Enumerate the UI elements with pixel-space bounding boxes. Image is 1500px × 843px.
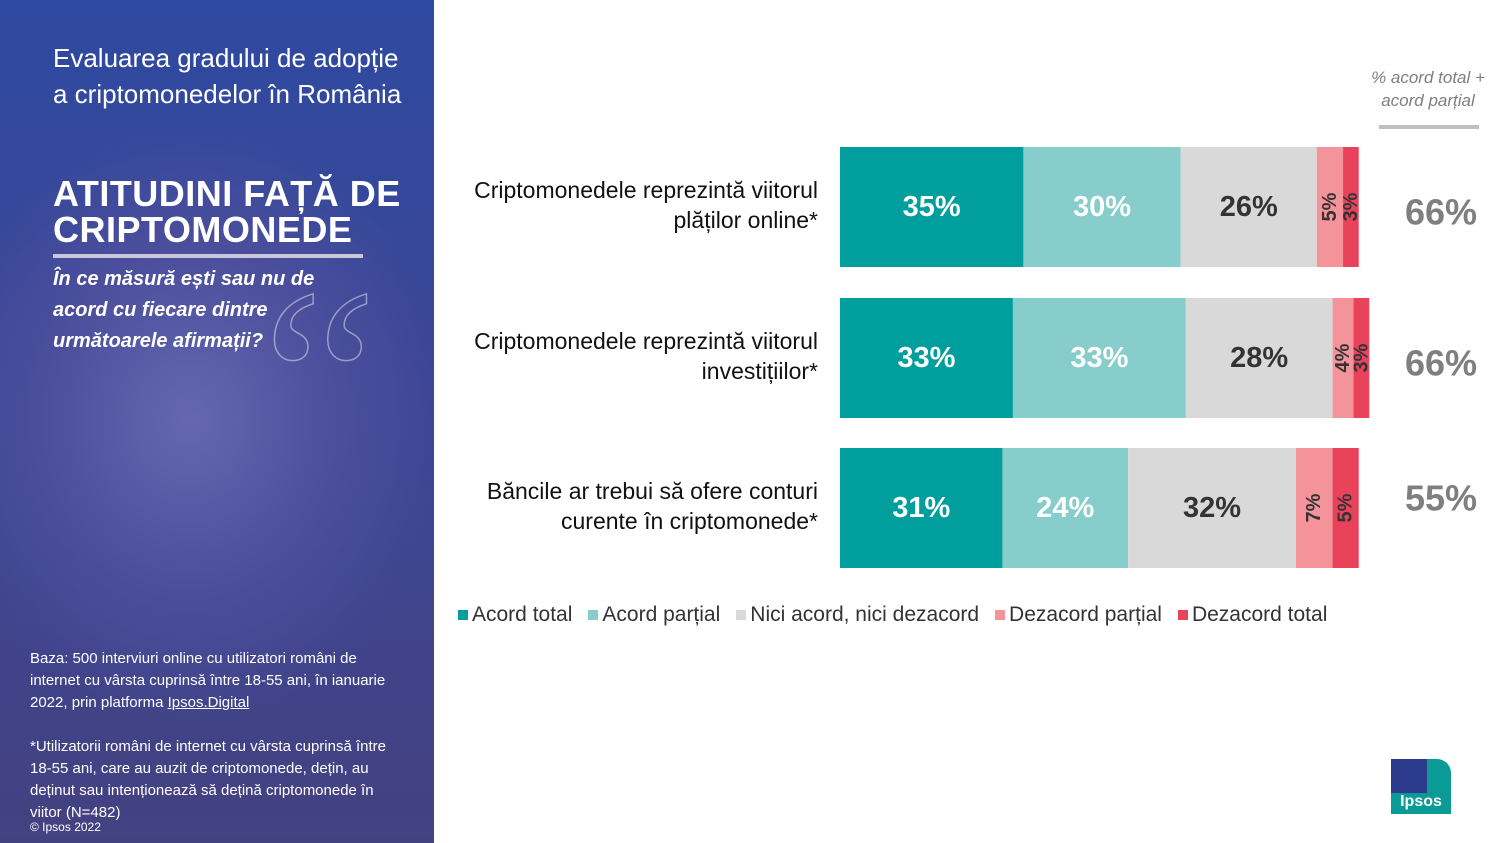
category-label: Băncile ar trebui să ofere conturi curen…: [486, 478, 818, 534]
category-label: Criptomonedele reprezintă viitorul plăți…: [474, 177, 818, 233]
legend-swatch: [995, 610, 1006, 620]
legend-item: Dezacord total: [1177, 603, 1328, 627]
quote-mark: “: [261, 236, 378, 524]
legend-swatch: [736, 610, 747, 620]
legend-label: Nici acord, nici dezacord: [750, 603, 980, 626]
rule: [53, 254, 363, 258]
bar-segment: [1295, 448, 1333, 568]
bar-segment: [1012, 298, 1186, 418]
legend-label: Acord parțial: [602, 603, 721, 626]
legend-label: Dezacord total: [1191, 603, 1328, 626]
data-label: 4%: [1332, 343, 1354, 372]
headline: ATITUDINI FAȚĂ DE CRIPTOMONEDE: [53, 173, 401, 250]
totals-title: % acord total + acord parțial: [1371, 68, 1485, 110]
data-label: 33%: [1070, 342, 1128, 374]
logo-mark: [1391, 759, 1427, 793]
bar-segment: [1180, 147, 1317, 267]
copyright: © Ipsos 2022: [30, 820, 101, 834]
bar-segment: [1343, 147, 1359, 267]
category-label: Criptomonedele reprezintă viitorul inves…: [474, 328, 818, 384]
legend-swatch: [588, 610, 599, 620]
legend: Acord total Acord parțial Nici acord, nici…: [458, 603, 1327, 627]
panel-title: Evaluarea gradului de adopție a criptomo…: [53, 43, 402, 109]
bar-segment: [1128, 448, 1296, 568]
bar-segment: [1332, 448, 1359, 568]
bar-segment: [840, 448, 1003, 568]
legend-label: Acord total: [472, 603, 573, 626]
data-label: 3%: [1340, 192, 1362, 221]
total-label: 66%: [1405, 192, 1477, 233]
legend-item: Dezacord parțial: [995, 603, 1162, 627]
bar-segment: [1332, 298, 1354, 418]
legend-label: Dezacord parțial: [1009, 603, 1162, 626]
legend-item: Acord total: [458, 603, 572, 627]
data-label: 35%: [903, 191, 961, 223]
data-label: 5%: [1335, 493, 1357, 522]
total-label: 66%: [1405, 343, 1477, 384]
data-label: 30%: [1073, 191, 1131, 223]
legend-swatch: [458, 610, 468, 620]
data-label: 33%: [897, 342, 955, 374]
question: În ce măsură ești sau nu de acord cu fie…: [53, 268, 315, 352]
bar-segment: [1002, 448, 1129, 568]
data-label: 32%: [1183, 492, 1241, 524]
side-panel: Evaluarea gradului de adopție a criptomo…: [0, 0, 434, 843]
bar-segment: [840, 147, 1024, 267]
data-label: 31%: [892, 492, 950, 524]
data-label: 24%: [1036, 492, 1094, 524]
data-label: 26%: [1220, 191, 1278, 223]
bar-segment: [1316, 147, 1344, 267]
bar-segment: [1185, 298, 1333, 418]
logo: Ipsos: [1391, 759, 1451, 814]
footnote: Baza: 500 interviuri online cu utilizato…: [30, 648, 400, 824]
data-label: 28%: [1230, 342, 1288, 374]
total-label: 55%: [1405, 478, 1477, 519]
base-text: Baza: 500 interviuri online cu utilizato…: [30, 650, 386, 711]
data-label: 5%: [1319, 192, 1341, 221]
data-label: 3%: [1350, 343, 1372, 372]
bar-segment: [1353, 298, 1370, 418]
legend-item: Nici acord, nici dezacord: [736, 603, 979, 627]
bar-segment: [840, 298, 1013, 418]
base-link[interactable]: Ipsos.Digital: [167, 694, 250, 711]
totals-rule: [1379, 125, 1479, 129]
data-label: 7%: [1303, 493, 1325, 522]
note: *Utilizatorii români de internet cu vârs…: [30, 738, 386, 821]
bar-segment: [1023, 147, 1181, 267]
legend-item: Acord parțial: [588, 603, 720, 627]
legend-swatch: [1177, 610, 1188, 620]
logo-text: Ipsos: [1400, 793, 1442, 810]
